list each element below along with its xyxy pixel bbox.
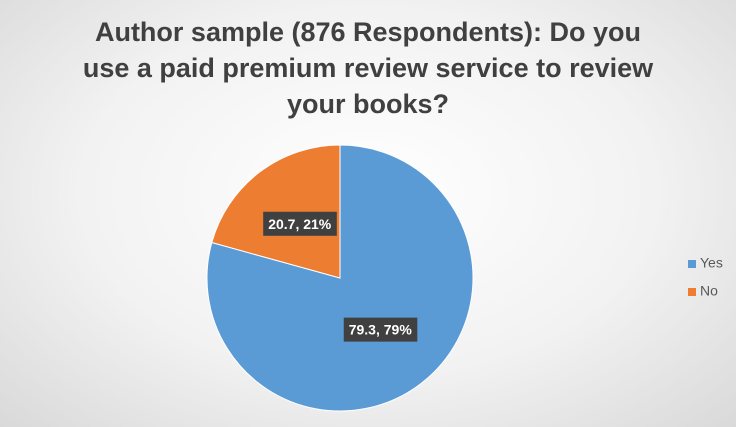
data-label: 79.3, 79% — [343, 317, 418, 342]
pie-slice — [211, 144, 341, 279]
data-label-text: 20.7, 21% — [268, 216, 332, 232]
legend-swatch — [688, 260, 696, 268]
data-label-text: 79.3, 79% — [349, 322, 413, 338]
legend-swatch — [688, 288, 696, 296]
legend-label: Yes — [700, 255, 723, 271]
chart-title: Author sample (876 Respondents): Do you … — [82, 17, 654, 119]
data-label-box — [263, 211, 337, 236]
data-label: 20.7, 21% — [263, 211, 337, 236]
legend-label: No — [700, 283, 718, 299]
data-label-box — [343, 317, 418, 342]
